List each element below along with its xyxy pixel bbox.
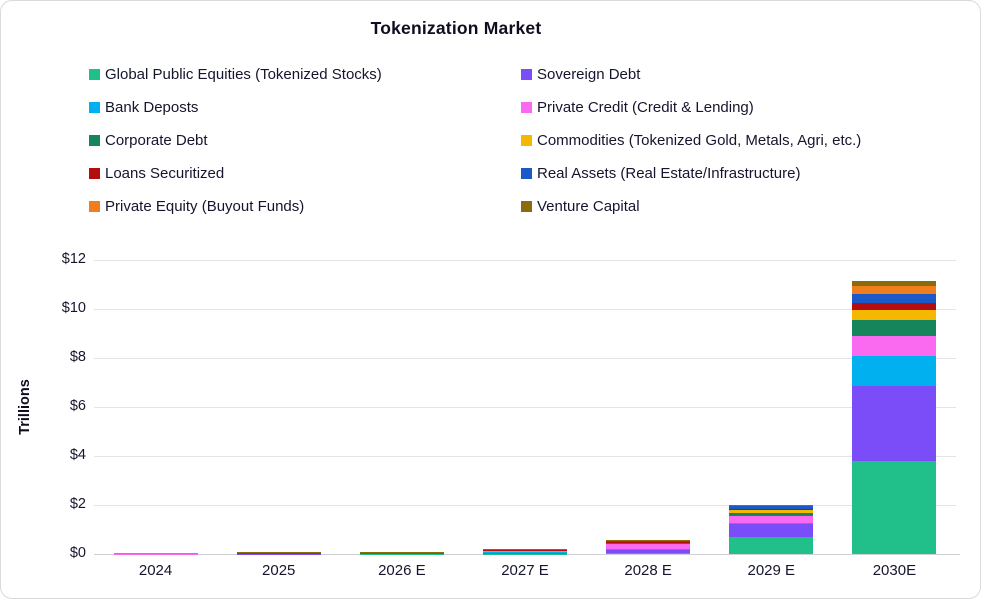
gridline (94, 358, 956, 359)
gridline (94, 260, 956, 261)
x-tick-label: 2029 E (710, 562, 833, 579)
bar-segment (606, 549, 690, 553)
bar-segment (852, 336, 936, 356)
x-tick-label: 2028 E (587, 562, 710, 579)
y-tick-label: $6 (24, 398, 86, 414)
bar-segment (729, 537, 813, 554)
gridline (94, 309, 956, 310)
bar-segment (729, 524, 813, 538)
bar-segment (852, 461, 936, 554)
bar-segment (852, 303, 936, 310)
y-tick-label: $2 (24, 496, 86, 512)
bar-segment (852, 386, 936, 461)
y-tick-label: $4 (24, 447, 86, 463)
y-tick-label: $10 (24, 300, 86, 316)
bar-segment (852, 356, 936, 387)
bar-segment (606, 540, 690, 541)
x-tick-label: 2024 (94, 562, 217, 579)
bar-segment (606, 543, 690, 549)
bar-segment (483, 553, 567, 554)
bar-segment (852, 310, 936, 320)
bar-segment (729, 513, 813, 516)
bar-segment (729, 516, 813, 524)
bar-segment (483, 550, 567, 552)
bar-segment (852, 294, 936, 303)
y-tick-label: $0 (24, 545, 86, 561)
bar-segment (852, 281, 936, 286)
bar-segment (729, 509, 813, 512)
bar-segment (852, 320, 936, 336)
x-axis-line (94, 554, 960, 555)
x-tick-label: 2027 E (463, 562, 586, 579)
y-tick-label: $12 (24, 251, 86, 267)
x-tick-label: 2030E (833, 562, 956, 579)
x-tick-label: 2025 (217, 562, 340, 579)
bar-segment (852, 286, 936, 295)
y-tick-label: $8 (24, 349, 86, 365)
bar-segment (606, 542, 690, 543)
bar-segment (729, 505, 813, 508)
gridline (94, 456, 956, 457)
gridline (94, 505, 956, 506)
bar-segment (606, 553, 690, 554)
bar-segment (360, 553, 444, 554)
gridline (94, 407, 956, 408)
x-tick-label: 2026 E (340, 562, 463, 579)
